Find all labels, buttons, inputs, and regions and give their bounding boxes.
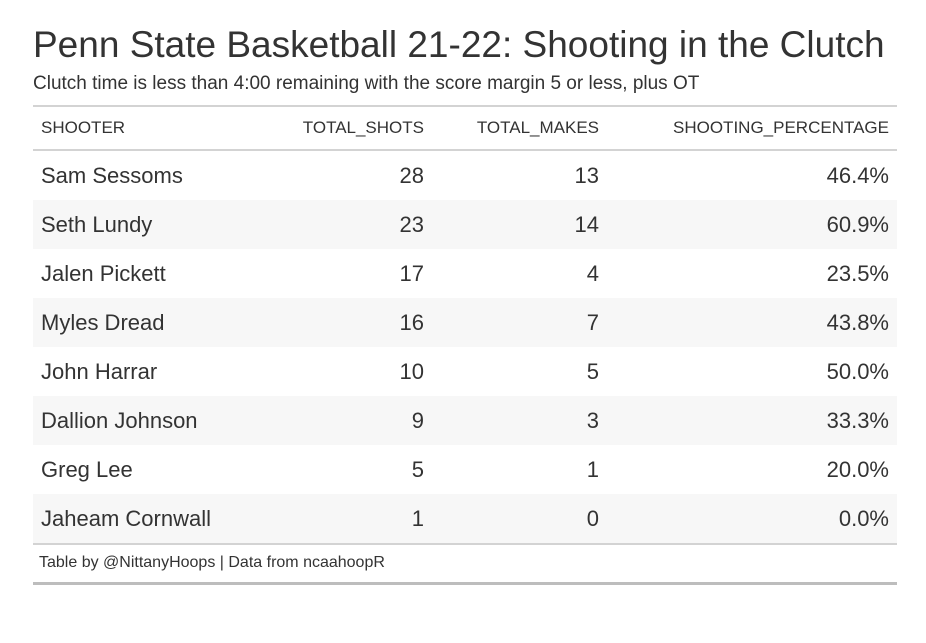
table-row: Myles Dread 16 7 43.8% (33, 298, 897, 347)
shooter-cell: Jaheam Cornwall (41, 505, 211, 531)
table-container: Penn State Basketball 21-22: Shooting in… (33, 22, 897, 585)
shooting-percentage-cell: 60.9% (826, 211, 889, 237)
total-makes-cell: 3 (586, 407, 599, 433)
total-makes-cell: 13 (574, 162, 599, 188)
shooting-percentage-cell: 33.3% (826, 407, 889, 433)
shooting-percentage-cell: 20.0% (826, 456, 889, 482)
total-shots-cell: 28 (399, 162, 424, 188)
table-row: Dallion Johnson 9 3 33.3% (33, 396, 897, 445)
total-makes-cell: 4 (586, 260, 599, 286)
total-shots-cell: 23 (399, 211, 424, 237)
header-row: SHOOTER TOTAL_SHOTS TOTAL_MAKES SHOOTING… (33, 106, 897, 150)
shooting-percentage-cell: 46.4% (826, 162, 889, 188)
total-shots-cell: 16 (399, 309, 424, 335)
total-shots-cell: 5 (411, 456, 424, 482)
total-shots-cell: 10 (399, 358, 424, 384)
shooting-percentage-cell: 23.5% (826, 260, 889, 286)
table-body: Sam Sessoms 28 13 46.4% Seth Lundy 23 14 60.9% J… (33, 150, 897, 544)
shooter-cell: John Harrar (41, 358, 158, 384)
total-makes-cell: 0 (586, 505, 599, 531)
column-header-shooting-percentage: SHOOTING_PERCENTAGE (673, 118, 889, 137)
total-makes-cell: 14 (574, 211, 599, 237)
table-header: SHOOTER TOTAL_SHOTS TOTAL_MAKES SHOOTING… (33, 106, 897, 150)
shooter-cell: Sam Sessoms (41, 162, 183, 188)
total-shots-cell: 1 (411, 505, 424, 531)
shooter-cell: Seth Lundy (41, 211, 153, 237)
total-makes-cell: 7 (586, 309, 599, 335)
shooter-cell: Jalen Pickett (41, 260, 166, 286)
shooter-cell: Greg Lee (41, 456, 133, 482)
column-header-total-makes: TOTAL_MAKES (476, 118, 599, 137)
total-makes-cell: 5 (586, 358, 599, 384)
column-header-shooter: SHOOTER (41, 118, 126, 137)
shooting-percentage-cell: 50.0% (826, 358, 889, 384)
total-shots-cell: 9 (411, 407, 424, 433)
table-row: John Harrar 10 5 50.0% (33, 347, 897, 396)
column-header-total-shots: TOTAL_SHOTS (302, 118, 424, 137)
page-title: Penn State Basketball 21-22: Shooting in… (33, 24, 885, 65)
table-row: Jalen Pickett 17 4 23.5% (33, 249, 897, 298)
source-note: Table by @NittanyHoops | Data from ncaah… (33, 545, 897, 585)
shooter-cell: Dallion Johnson (41, 407, 198, 433)
table-row: Sam Sessoms 28 13 46.4% (33, 150, 897, 200)
shooting-percentage-cell: 0.0% (838, 505, 889, 531)
total-makes-cell: 1 (586, 456, 599, 482)
shooting-percentage-cell: 43.8% (826, 309, 889, 335)
page-subtitle: Clutch time is less than 4:00 remaining … (33, 73, 700, 94)
data-table: SHOOTER TOTAL_SHOTS TOTAL_MAKES SHOOTING… (33, 105, 897, 545)
shooter-cell: Myles Dread (41, 309, 165, 335)
table-row: Seth Lundy 23 14 60.9% (33, 200, 897, 249)
total-shots-cell: 17 (399, 260, 424, 286)
table-row: Jaheam Cornwall 1 0 0.0% (33, 494, 897, 544)
table-row: Greg Lee 5 1 20.0% (33, 445, 897, 494)
